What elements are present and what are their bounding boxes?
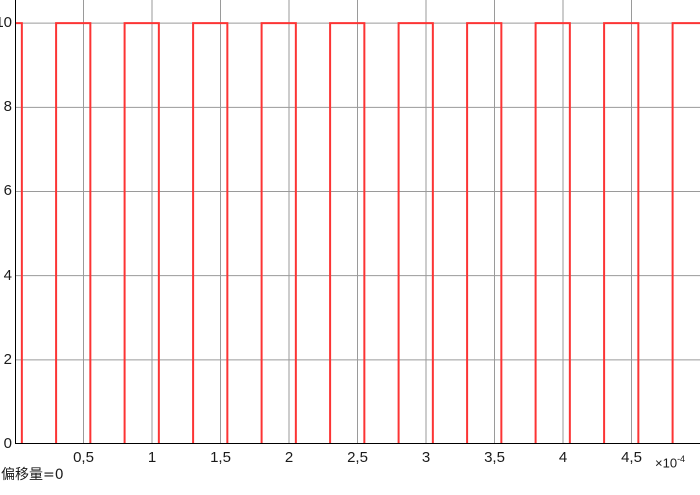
waveform-plot bbox=[15, 0, 700, 444]
y-axis-tick-label: 10 bbox=[0, 14, 12, 32]
x-axis-tick-label: 4,5 bbox=[621, 449, 642, 466]
x-axis-tick-label: 4 bbox=[558, 449, 568, 466]
y-axis-tick-label: 8 bbox=[3, 98, 12, 116]
exponent-power: -4 bbox=[677, 454, 686, 464]
vertical-gridlines bbox=[83, 0, 632, 444]
y-axis-tick-label: 0 bbox=[3, 435, 12, 452]
exponent-mantissa: ×10 bbox=[655, 455, 678, 471]
y-axis-spine bbox=[15, 0, 16, 444]
x-axis-tick-label: 1,5 bbox=[210, 449, 231, 466]
x-axis-tick-label: 3,5 bbox=[484, 449, 505, 466]
x-axis-tick-label: 0,5 bbox=[73, 449, 94, 466]
plot-area bbox=[15, 0, 700, 444]
x-axis-exponent-label: ×10-4 bbox=[655, 454, 686, 471]
offset-annotation: 偏移量=0 bbox=[1, 467, 64, 483]
y-axis-tick-label: 6 bbox=[3, 182, 12, 200]
x-axis-tick-label: 1 bbox=[147, 449, 157, 466]
x-axis-spine bbox=[15, 443, 700, 444]
x-axis-tick-label: 2,5 bbox=[347, 449, 368, 466]
horizontal-gridlines bbox=[15, 22, 700, 444]
y-axis-tick-label: 4 bbox=[3, 266, 12, 284]
square-wave-trace bbox=[15, 22, 700, 444]
x-axis-tick-label: 2 bbox=[284, 449, 294, 466]
y-axis-tick-label: 2 bbox=[3, 350, 12, 368]
x-axis-tick-label: 3 bbox=[421, 449, 431, 466]
